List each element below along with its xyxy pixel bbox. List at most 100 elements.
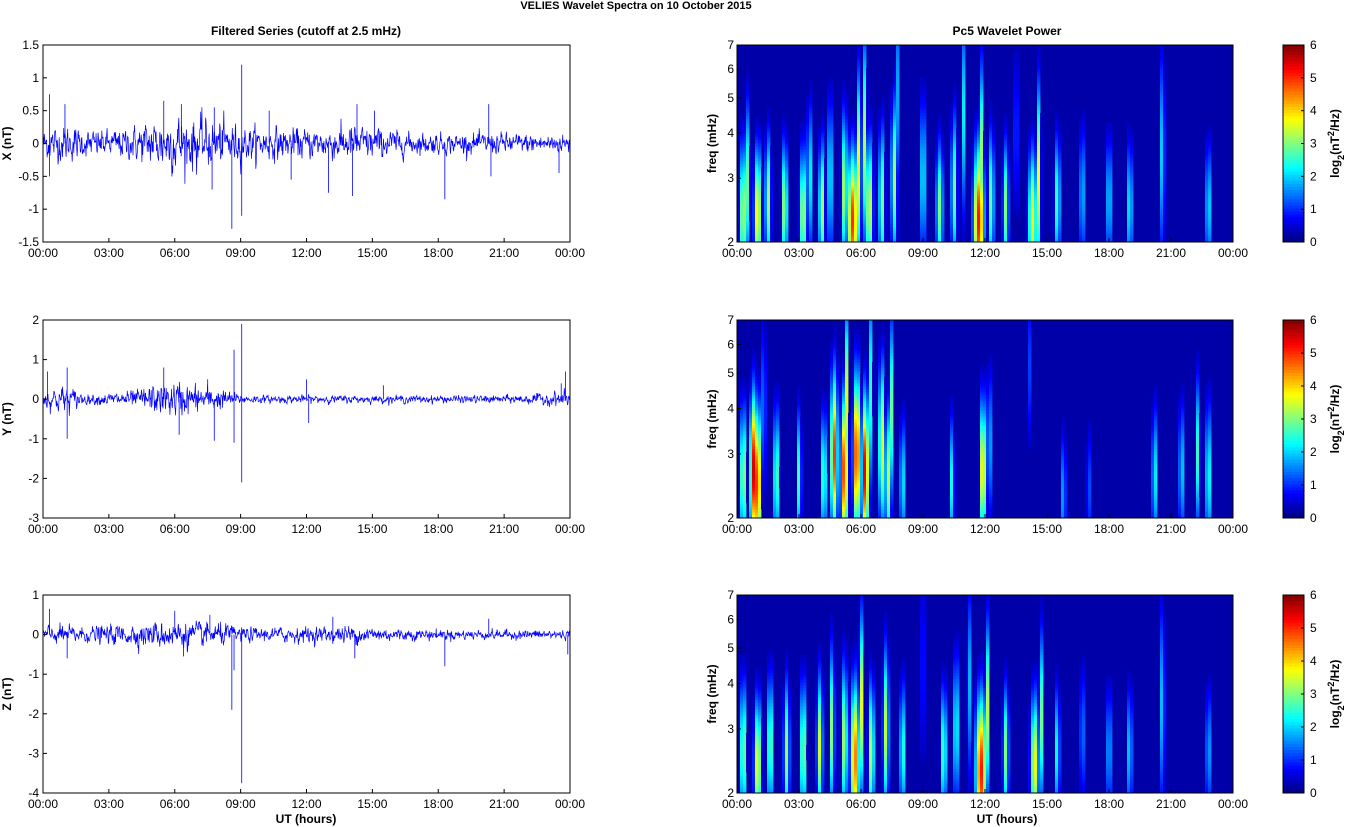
heatmap-cell [752, 386, 756, 390]
heatmap-cell [956, 215, 960, 219]
heatmap-cell [980, 98, 984, 102]
heatmap-cell [1082, 119, 1086, 123]
heatmap-cell [884, 233, 888, 237]
heatmap-cell [1127, 140, 1131, 144]
heatmap-cell [758, 368, 762, 372]
heatmap-cell [782, 137, 786, 141]
heatmap-cell [797, 386, 801, 390]
heatmap-cell [824, 476, 828, 480]
heatmap-cell [1007, 215, 1011, 219]
heatmap-cell [1160, 53, 1164, 57]
heatmap-cell [941, 236, 945, 240]
heatmap-cell [800, 173, 804, 177]
heatmap-cell [878, 173, 882, 177]
heatmap-cell [980, 215, 984, 219]
heatmap-cell [989, 149, 993, 153]
heatmap-cell [941, 164, 945, 168]
heatmap-cell [983, 164, 987, 168]
heatmap-cell [833, 347, 837, 351]
heatmap-cell [770, 212, 774, 216]
heatmap-cell [923, 239, 927, 242]
heatmap-cell [1040, 224, 1044, 228]
heatmap-cell [1127, 203, 1131, 207]
heatmap-cell [863, 45, 867, 48]
heatmap-cell [977, 194, 981, 198]
heatmap-cell [980, 173, 984, 177]
heatmap-cell [800, 215, 804, 219]
heatmap-cell [761, 329, 765, 333]
heatmap-cell [857, 107, 861, 111]
heatmap-cell [764, 449, 768, 453]
heatmap-cell [1079, 167, 1083, 171]
heatmap-cell [827, 134, 831, 138]
ytick-label-0: 2 [727, 235, 734, 249]
heatmap-cell [863, 113, 867, 117]
heatmap-cell [758, 206, 762, 210]
heatmap-cell [893, 125, 897, 129]
heatmap-cell [740, 422, 744, 426]
colorbar-segment [1283, 220, 1304, 224]
heatmap-cell [773, 407, 777, 411]
heatmap-cell [989, 206, 993, 210]
heatmap-cell [983, 188, 987, 192]
heatmap-cell [1109, 149, 1113, 153]
heatmap-cell [1055, 128, 1059, 132]
heatmap-cell [839, 497, 843, 501]
heatmap-cell [881, 170, 885, 174]
heatmap-cell [827, 467, 831, 471]
heatmap-cell [863, 68, 867, 72]
heatmap-cell [1109, 203, 1113, 207]
heatmap-cell [743, 209, 747, 213]
heatmap-cell [827, 92, 831, 96]
heatmap-cell [833, 494, 837, 498]
heatmap-cell [833, 356, 837, 360]
heatmap-cell [785, 212, 789, 216]
heatmap-cell [962, 239, 966, 242]
heatmap-cell [821, 434, 825, 438]
heatmap-cell [1109, 221, 1113, 225]
ytick-label-1: -2 [28, 471, 39, 485]
heatmap-cell [857, 92, 861, 96]
heatmap-cell [977, 185, 981, 189]
heatmap-cell [863, 203, 867, 207]
heatmap-cell [1055, 236, 1059, 240]
heatmap-cell [992, 122, 996, 126]
heatmap-cell [740, 383, 744, 387]
heatmap-cell [800, 167, 804, 171]
heatmap-cell [890, 155, 894, 159]
heatmap-cell [1016, 134, 1020, 138]
ytick-label-4: 0 [32, 628, 39, 642]
heatmap-cell [824, 452, 828, 456]
heatmap-cell [809, 236, 813, 240]
heatmap-cell [1160, 113, 1164, 117]
heatmap-cell [752, 434, 756, 438]
heatmap-cell [746, 491, 750, 495]
heatmap-cell [758, 212, 762, 216]
heatmap-cell [746, 233, 750, 237]
heatmap-cell [845, 512, 849, 516]
heatmap-cell [842, 482, 846, 486]
heatmap-cell [833, 440, 837, 444]
heatmap-cell [989, 212, 993, 216]
heatmap-cell [857, 101, 861, 105]
heatmap-cell [950, 200, 954, 204]
heatmap-cell [1040, 233, 1044, 237]
heatmap-cell [842, 173, 846, 177]
heatmap-cell [890, 152, 894, 156]
heatmap-cell [1013, 74, 1017, 78]
heatmap-cell [1052, 203, 1056, 207]
heatmap-cell [992, 233, 996, 237]
heatmap-cell [863, 95, 867, 99]
heatmap-cell [857, 119, 861, 123]
heatmap-cell [1163, 134, 1167, 138]
heatmap-cell [1055, 179, 1059, 183]
heatmap-cell [890, 113, 894, 117]
heatmap-cell [869, 182, 873, 186]
heatmap-cell [785, 128, 789, 132]
heatmap-cell [1013, 185, 1017, 189]
heatmap-cell [803, 224, 807, 228]
heatmap-cell [743, 494, 747, 498]
heatmap-cell [749, 158, 753, 162]
heatmap-cell [824, 443, 828, 447]
series-xtick-label-2: 06:00 [160, 797, 190, 811]
